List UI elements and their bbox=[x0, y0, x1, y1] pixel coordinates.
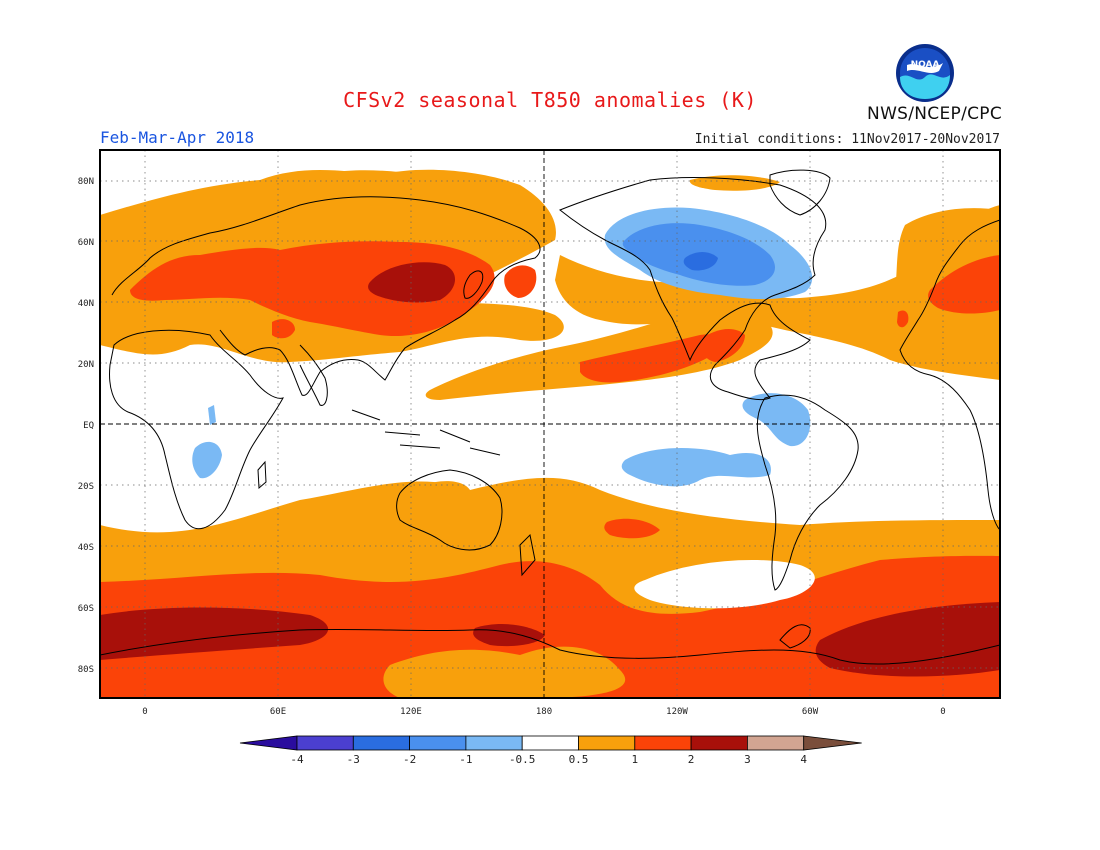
anomaly-region-australia-orange bbox=[400, 481, 470, 503]
colorbar-swatch bbox=[690, 735, 748, 751]
coastline-japan bbox=[463, 270, 484, 299]
initial-conditions-label: Initial conditions: 11Nov2017-20Nov2017 bbox=[694, 132, 1000, 147]
coastline-antarctic-peninsula bbox=[779, 624, 811, 649]
lon-axis: 0 60E 120E 180 120W 60W 0 bbox=[142, 707, 945, 717]
season-label: Feb-Mar-Apr 2018 bbox=[100, 128, 255, 147]
lat-label: 20S bbox=[78, 482, 94, 492]
coastline-africa bbox=[109, 329, 284, 530]
anomaly-region-canada-deepblue bbox=[683, 252, 718, 271]
anomaly-region-africa-blue-small bbox=[208, 405, 216, 425]
colorbar-swatch bbox=[465, 735, 523, 751]
colorbar-label: -2 bbox=[403, 753, 416, 766]
anomaly-region-antarctic-darkred-east bbox=[815, 602, 1000, 677]
anomaly-region-antarctic-darkred-west bbox=[100, 607, 329, 660]
lon-label: 120W bbox=[666, 707, 688, 717]
colorbar: -4 -3 -2 -1 -0.5 0.5 1 2 3 4 bbox=[239, 735, 862, 766]
anomaly-region-north-america-orange bbox=[555, 205, 1000, 380]
anomaly-region-europe-red-east bbox=[928, 255, 1000, 314]
lon-label: 180 bbox=[536, 707, 552, 717]
colorbar-swatch bbox=[409, 735, 467, 751]
anomaly-region-arctic-orange bbox=[295, 170, 535, 210]
coastline-south-america bbox=[756, 394, 859, 591]
coastline-indonesia bbox=[351, 409, 501, 456]
anomaly-region-arabia-red bbox=[272, 319, 295, 339]
lat-label: 40S bbox=[78, 543, 94, 553]
coastline-australia bbox=[396, 469, 503, 551]
lat-label: 80S bbox=[78, 665, 94, 675]
lon-label: 120E bbox=[400, 707, 422, 717]
colorbar-arrow-high bbox=[803, 735, 862, 751]
anomaly-region-antarctic-darkred-ross bbox=[473, 624, 545, 647]
lat-axis: 80N 60N 40N 20N EQ 20S 40S 60S 80S bbox=[78, 177, 94, 675]
coastline-europe-asia bbox=[111, 196, 541, 396]
map-frame bbox=[99, 149, 1001, 699]
colorbar-swatch bbox=[296, 735, 354, 751]
anomaly-region-amazon-blue bbox=[742, 393, 811, 447]
colorbar-label: -1 bbox=[459, 753, 472, 766]
anomaly-region-south-pacific-blue bbox=[621, 448, 771, 487]
colorbar-arrow-low bbox=[239, 735, 298, 751]
coastline-india bbox=[299, 344, 328, 406]
colorbar-label: 2 bbox=[688, 753, 695, 766]
anomaly-region-north-pacific-orange bbox=[425, 308, 773, 400]
map-title: CFSv2 seasonal T850 anomalies (K) bbox=[343, 88, 757, 112]
coastline-madagascar bbox=[257, 460, 267, 490]
anomaly-region-south-orange-inner bbox=[383, 646, 626, 698]
colorbar-label: 4 bbox=[800, 753, 807, 766]
anomaly-region-gulf-red bbox=[699, 328, 745, 362]
colorbar-label: 1 bbox=[631, 753, 638, 766]
lat-label: 60N bbox=[78, 238, 94, 248]
lon-label: 60E bbox=[270, 707, 286, 717]
lat-label: 40N bbox=[78, 299, 94, 309]
lat-label: EQ bbox=[83, 421, 94, 431]
colorbar-swatch bbox=[747, 735, 805, 751]
colorbar-swatch bbox=[578, 735, 636, 751]
anomaly-region-africa-blue bbox=[192, 441, 222, 479]
coastline-antarctica bbox=[100, 628, 1000, 665]
colorbar-swatch bbox=[634, 735, 692, 751]
anomaly-field bbox=[100, 150, 1000, 698]
coastline-greenland bbox=[769, 169, 831, 216]
graticule bbox=[100, 150, 1000, 698]
anomaly-region-north-pacific-red bbox=[580, 334, 724, 383]
anomaly-region-southern-red bbox=[100, 555, 1000, 698]
lon-label: 0 bbox=[142, 707, 147, 717]
anomaly-region-south-pacific-red bbox=[604, 518, 660, 539]
colorbar-label: -4 bbox=[290, 753, 304, 766]
coastline-new-zealand bbox=[519, 533, 536, 577]
lon-label: 60W bbox=[802, 707, 819, 717]
colorbar-label: 3 bbox=[744, 753, 751, 766]
agency-label: NWS/NCEP/CPC bbox=[867, 104, 1002, 124]
anomaly-region-alaska-orange bbox=[689, 175, 780, 191]
lat-label: 60S bbox=[78, 604, 94, 614]
coastline-north-america bbox=[559, 177, 827, 401]
colorbar-label: -3 bbox=[347, 753, 360, 766]
anomaly-region-iberia-red bbox=[897, 310, 909, 328]
coastline-europe-east bbox=[899, 219, 1000, 531]
lat-label: 20N bbox=[78, 360, 94, 370]
colorbar-swatch bbox=[521, 735, 579, 751]
colorbar-label: 0.5 bbox=[569, 753, 589, 766]
equator-dateline bbox=[100, 150, 1000, 698]
logo-text: NOAA bbox=[911, 60, 940, 70]
anomaly-region-kamchatka-red bbox=[504, 265, 537, 298]
noaa-logo: NOAA bbox=[896, 44, 954, 102]
lat-label: 80N bbox=[78, 177, 94, 187]
coastlines bbox=[100, 169, 1000, 665]
colorbar-label: -0.5 bbox=[509, 753, 536, 766]
anomaly-region-mongolia-darkred bbox=[368, 262, 456, 303]
anomaly-region-south-pacific-neutral bbox=[634, 560, 815, 609]
colorbar-swatch bbox=[352, 735, 410, 751]
lon-label: 0 bbox=[940, 707, 945, 717]
